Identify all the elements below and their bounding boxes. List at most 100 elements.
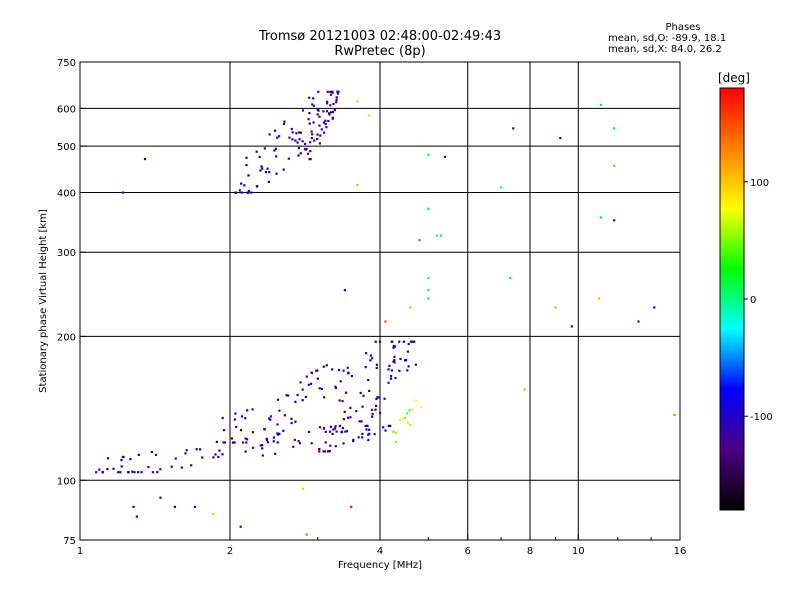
data-point bbox=[319, 134, 322, 137]
data-point bbox=[241, 441, 245, 444]
data-point bbox=[419, 406, 423, 409]
data-point bbox=[361, 432, 364, 435]
data-point bbox=[342, 369, 345, 372]
data-point bbox=[250, 191, 253, 194]
data-point bbox=[373, 433, 376, 436]
data-point bbox=[325, 126, 328, 129]
chart-title-line2: RwPretec (8p) bbox=[334, 44, 426, 59]
data-point bbox=[297, 154, 300, 157]
data-point bbox=[233, 441, 236, 444]
data-point bbox=[240, 182, 243, 185]
data-point bbox=[333, 427, 337, 430]
data-point bbox=[329, 425, 332, 428]
data-point bbox=[282, 429, 285, 432]
data-point bbox=[308, 122, 311, 125]
data-point bbox=[379, 411, 382, 415]
data-point bbox=[291, 138, 294, 141]
data-point bbox=[673, 413, 676, 417]
data-point bbox=[523, 388, 526, 391]
colorbar-tick-label: 0 bbox=[750, 295, 756, 306]
phase-stats-o: mean, sd,O: -89.9, 18.1 bbox=[608, 33, 727, 44]
data-point bbox=[326, 100, 329, 103]
data-point bbox=[307, 383, 310, 386]
data-point bbox=[324, 119, 327, 122]
data-point bbox=[133, 471, 136, 474]
data-point bbox=[274, 147, 277, 150]
data-point bbox=[151, 471, 154, 474]
data-point bbox=[234, 412, 237, 415]
data-point bbox=[273, 149, 276, 152]
data-point bbox=[371, 413, 374, 416]
data-point bbox=[307, 118, 310, 121]
data-point bbox=[316, 369, 319, 372]
data-point bbox=[301, 399, 304, 402]
data-point bbox=[309, 158, 312, 161]
data-point bbox=[274, 129, 277, 132]
data-point bbox=[154, 453, 157, 456]
data-point bbox=[329, 444, 332, 447]
data-point bbox=[294, 420, 297, 423]
data-point bbox=[331, 117, 334, 120]
data-point bbox=[317, 90, 320, 93]
data-point bbox=[221, 453, 224, 456]
data-point bbox=[343, 410, 346, 413]
data-point bbox=[361, 436, 364, 439]
data-point bbox=[231, 441, 235, 444]
data-point bbox=[427, 297, 430, 300]
data-point bbox=[265, 437, 268, 440]
x-axis-label: Frequency [MHz] bbox=[338, 560, 422, 571]
data-point bbox=[331, 368, 334, 371]
data-point bbox=[276, 398, 280, 401]
data-point bbox=[331, 91, 334, 94]
x-tick-label: 16 bbox=[674, 546, 687, 557]
data-point bbox=[346, 416, 350, 419]
data-point bbox=[239, 429, 243, 432]
data-point bbox=[261, 444, 264, 447]
data-point bbox=[244, 417, 247, 420]
data-point bbox=[240, 415, 244, 418]
data-point bbox=[388, 364, 391, 367]
data-point bbox=[221, 416, 224, 420]
data-point bbox=[389, 377, 393, 380]
data-point bbox=[439, 234, 443, 237]
data-point bbox=[129, 458, 132, 461]
data-point bbox=[215, 440, 218, 443]
y-tick-label: 100 bbox=[57, 476, 76, 487]
data-point bbox=[402, 340, 405, 343]
data-point bbox=[282, 122, 286, 126]
data-point bbox=[106, 457, 110, 460]
data-point bbox=[298, 442, 302, 445]
x-tick-label: 4 bbox=[377, 546, 383, 557]
data-point bbox=[278, 409, 281, 412]
data-point bbox=[405, 412, 409, 415]
data-point bbox=[371, 357, 374, 360]
data-point bbox=[356, 100, 359, 103]
data-point bbox=[322, 427, 325, 430]
x-tick-label: 6 bbox=[465, 546, 471, 557]
data-point bbox=[427, 289, 430, 292]
data-point bbox=[322, 121, 325, 124]
data-point bbox=[345, 430, 348, 433]
data-point bbox=[263, 428, 266, 431]
data-point bbox=[387, 424, 390, 427]
data-point bbox=[368, 428, 371, 431]
data-point bbox=[263, 147, 266, 150]
data-point bbox=[418, 239, 421, 242]
data-point bbox=[500, 186, 503, 189]
data-point bbox=[291, 131, 294, 134]
data-point bbox=[329, 104, 332, 107]
data-point bbox=[238, 189, 241, 192]
data-point bbox=[308, 112, 311, 115]
data-point bbox=[406, 369, 409, 372]
data-point bbox=[357, 436, 360, 439]
data-point bbox=[367, 114, 371, 117]
data-point bbox=[190, 464, 193, 467]
data-point bbox=[212, 513, 215, 516]
data-point bbox=[233, 418, 236, 421]
data-point bbox=[398, 419, 401, 422]
data-point bbox=[360, 420, 363, 423]
phase-stats-x: mean, sd,X: 84.0, 26.2 bbox=[608, 44, 722, 55]
data-point bbox=[150, 450, 153, 454]
data-point bbox=[147, 466, 150, 469]
